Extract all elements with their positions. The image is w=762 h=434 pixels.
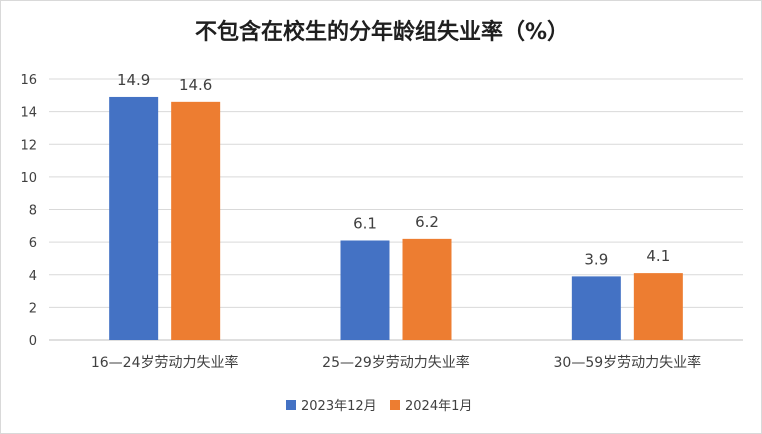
legend: 2023年12月 2024年1月 (286, 399, 472, 414)
gridlines (49, 78, 743, 341)
y-tick-label: 6 (29, 236, 37, 251)
data-label: 14.9 (117, 71, 150, 89)
legend-label: 2024年1月 (405, 399, 472, 414)
y-tick-label: 16 (20, 73, 37, 88)
chart-title: 不包含在校生的分年龄组失业率（%） (195, 19, 569, 45)
data-label: 4.1 (646, 247, 670, 265)
bar (109, 96, 159, 340)
y-tick-label: 14 (20, 106, 37, 121)
data-labels: 14.9 14.6 6.1 6.2 3.9 4.1 (117, 71, 670, 268)
y-tick-label: 10 (20, 171, 37, 186)
y-tick-label: 2 (29, 301, 37, 316)
bars (109, 96, 683, 341)
bar (402, 238, 452, 340)
legend-swatch (390, 400, 400, 410)
legend-swatch (286, 400, 296, 410)
data-label: 3.9 (584, 250, 608, 268)
y-tick-label: 8 (29, 204, 37, 219)
data-label: 6.1 (353, 214, 377, 232)
x-category-label: 16—24岁劳动力失业率 (91, 354, 239, 371)
bar (571, 276, 621, 340)
bar (340, 240, 390, 340)
x-category-label: 30—59岁劳动力失业率 (554, 354, 702, 371)
data-label: 14.6 (179, 76, 212, 94)
x-axis-labels: 16—24岁劳动力失业率 25—29岁劳动力失业率 30—59岁劳动力失业率 (91, 354, 701, 371)
x-category-label: 25—29岁劳动力失业率 (322, 354, 470, 371)
data-label: 6.2 (415, 213, 439, 231)
y-tick-label: 4 (29, 269, 37, 284)
bar (633, 273, 683, 340)
y-tick-label: 12 (20, 138, 37, 153)
bar (171, 101, 221, 341)
legend-label: 2023年12月 (301, 399, 377, 414)
y-axis-ticks: 0 2 4 6 8 10 12 14 16 (20, 73, 37, 349)
y-tick-label: 0 (29, 334, 37, 349)
